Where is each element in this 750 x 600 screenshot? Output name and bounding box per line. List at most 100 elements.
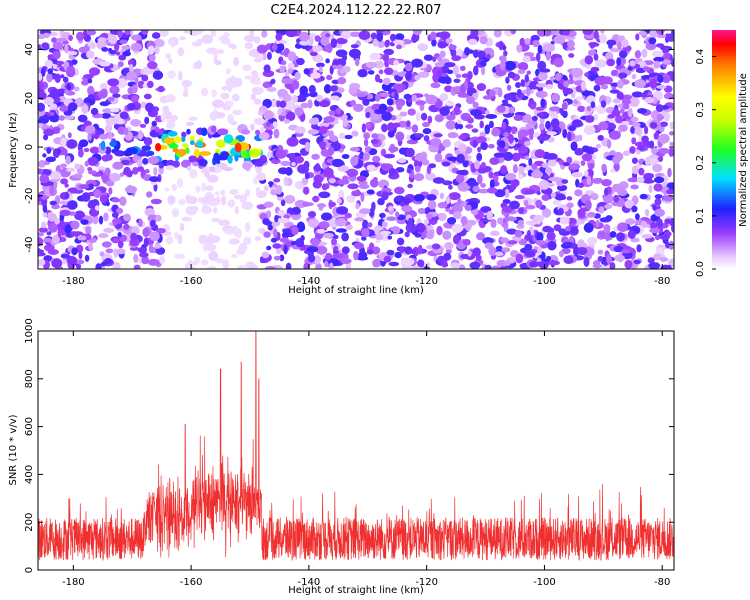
heatmap-cell bbox=[231, 93, 240, 102]
heatmap-cell bbox=[553, 35, 565, 44]
heatmap-cell bbox=[430, 31, 437, 40]
heatmap-cell bbox=[109, 85, 120, 95]
colorbar-tick-label: 0.3 bbox=[695, 102, 706, 118]
heatmap-cell bbox=[598, 121, 609, 131]
heatmap-cell bbox=[295, 58, 305, 65]
heatmap-cell bbox=[66, 256, 78, 266]
heatmap-cell bbox=[595, 219, 600, 228]
heatmap-cell bbox=[518, 173, 524, 180]
heatmap-cell bbox=[51, 37, 58, 43]
heatmap-cell bbox=[98, 233, 109, 239]
heatmap-cell bbox=[638, 167, 645, 176]
heatmap-cell bbox=[191, 31, 198, 37]
heatmap-cell bbox=[636, 176, 645, 183]
heatmap-cell bbox=[268, 224, 273, 231]
heatmap-cell bbox=[56, 37, 67, 42]
heatmap-cell bbox=[326, 74, 333, 81]
heatmap-cell bbox=[530, 103, 536, 110]
heatmap-cell bbox=[107, 96, 115, 102]
heatmap-cell bbox=[535, 240, 546, 246]
heatmap-cell bbox=[529, 261, 539, 268]
colorbar-tick-label: 0.2 bbox=[695, 155, 706, 171]
heatmap-cell bbox=[526, 86, 531, 97]
heatmap-cell bbox=[358, 180, 368, 185]
heatmap-cell bbox=[583, 222, 594, 233]
heatmap-cell bbox=[554, 193, 566, 201]
heatmap-cell bbox=[653, 60, 661, 69]
y-tick-label: 800 bbox=[24, 369, 35, 388]
heatmap-cell bbox=[448, 184, 453, 190]
heatmap-cell bbox=[281, 77, 294, 85]
heatmap-cell bbox=[508, 106, 515, 114]
heatmap-cell bbox=[307, 254, 316, 263]
heatmap-cell bbox=[230, 254, 238, 258]
heatmap-cell bbox=[565, 226, 571, 232]
heatmap-cell bbox=[79, 139, 89, 147]
heatmap-cell bbox=[563, 255, 574, 264]
heatmap-cell bbox=[627, 230, 636, 239]
heatmap-cell bbox=[272, 44, 278, 51]
heatmap-cell bbox=[600, 84, 609, 90]
heatmap-cell bbox=[320, 148, 330, 157]
heatmap-cell bbox=[78, 46, 91, 53]
y-tick-label: -20 bbox=[24, 188, 35, 204]
heatmap-cell bbox=[546, 153, 558, 160]
heatmap-cell bbox=[379, 213, 386, 218]
heatmap-cell bbox=[656, 114, 664, 122]
heatmap-cell bbox=[524, 38, 531, 45]
heatmap-cell bbox=[143, 93, 152, 100]
heatmap-cell bbox=[275, 33, 283, 41]
heatmap-cell bbox=[78, 251, 83, 260]
heatmap-cell bbox=[472, 101, 479, 109]
heatmap-cell bbox=[591, 177, 603, 184]
heatmap-cell bbox=[154, 243, 162, 249]
heatmap-cell bbox=[147, 61, 158, 70]
heatmap-cell bbox=[541, 208, 552, 218]
heatmap-cell bbox=[365, 121, 372, 129]
heatmap-cell bbox=[484, 242, 494, 250]
heatmap-cell bbox=[510, 30, 517, 35]
heatmap-cell bbox=[464, 204, 472, 211]
heatmap-cell bbox=[83, 147, 90, 153]
heatmap-cell bbox=[517, 129, 529, 138]
heatmap-cell bbox=[501, 121, 507, 130]
heatmap-cell bbox=[340, 144, 346, 150]
heatmap-cell bbox=[339, 132, 346, 139]
heatmap-cell bbox=[344, 212, 352, 219]
heatmap-cell bbox=[88, 183, 94, 188]
heatmap-cell bbox=[431, 243, 441, 250]
heatmap-cell bbox=[609, 262, 616, 269]
heatmap-cell bbox=[318, 221, 330, 229]
heatmap-cell bbox=[647, 157, 659, 166]
heatmap-cell bbox=[597, 255, 604, 262]
heatmap-cell bbox=[630, 126, 635, 134]
heatmap-cell bbox=[535, 83, 547, 88]
heatmap-cell bbox=[49, 112, 55, 116]
heatmap-cell bbox=[253, 58, 262, 63]
heatmap-cell bbox=[480, 183, 486, 188]
heatmap-cell bbox=[325, 183, 330, 190]
heatmap-cell bbox=[633, 259, 641, 265]
heatmap-cell bbox=[304, 141, 311, 152]
heatmap-cell bbox=[600, 30, 605, 34]
heatmap-cell bbox=[183, 30, 193, 34]
heatmap-cell bbox=[299, 85, 309, 96]
heatmap-cell bbox=[472, 139, 478, 148]
heatmap-cell bbox=[407, 183, 413, 189]
heatmap-cell bbox=[181, 131, 187, 138]
heatmap-cell bbox=[372, 258, 383, 267]
heatmap-cell bbox=[216, 128, 229, 136]
heatmap-cell bbox=[109, 140, 117, 147]
heatmap-cell bbox=[503, 132, 509, 138]
heatmap-cell bbox=[332, 253, 344, 259]
heatmap-cell bbox=[244, 42, 253, 49]
heatmap-cell bbox=[182, 143, 189, 148]
heatmap-cell bbox=[196, 140, 204, 148]
heatmap-cell bbox=[318, 191, 331, 199]
heatmap-cell bbox=[487, 187, 498, 194]
heatmap-cell bbox=[363, 132, 370, 140]
heatmap-cell bbox=[103, 212, 109, 222]
heatmap-cell bbox=[330, 95, 340, 101]
heatmap-cell bbox=[273, 228, 278, 239]
heatmap-cell bbox=[265, 121, 271, 127]
